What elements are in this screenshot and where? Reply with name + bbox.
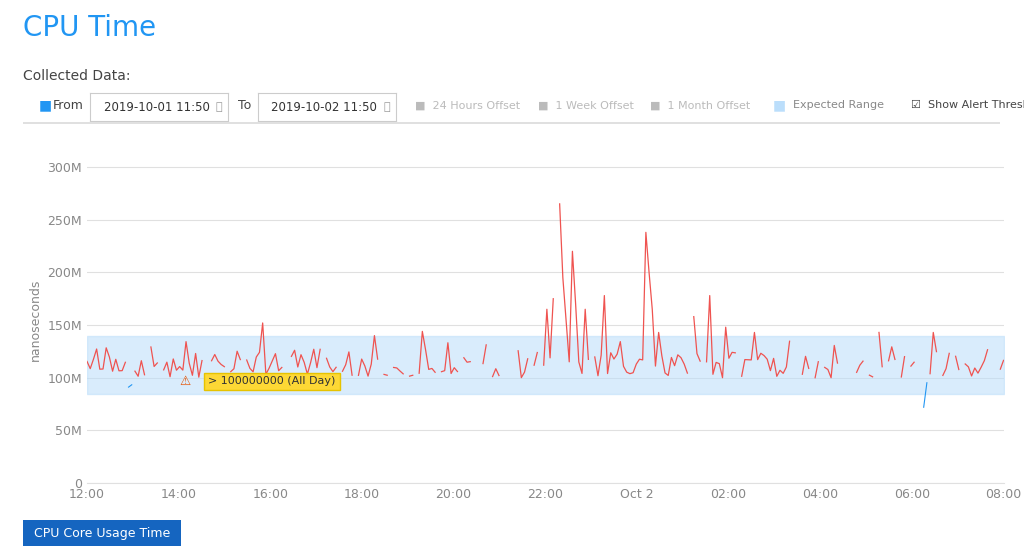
Text: ■  24 Hours Offset: ■ 24 Hours Offset xyxy=(415,100,520,110)
Text: CPU Time: CPU Time xyxy=(23,14,156,42)
Text: 📅: 📅 xyxy=(215,102,222,112)
Text: ⚠: ⚠ xyxy=(179,375,190,388)
Text: 📅: 📅 xyxy=(383,102,390,112)
Text: ■: ■ xyxy=(773,98,786,113)
Text: > 100000000 (All Day): > 100000000 (All Day) xyxy=(209,377,336,386)
Text: ■: ■ xyxy=(39,98,52,113)
Text: ■  1 Month Offset: ■ 1 Month Offset xyxy=(650,100,751,110)
Text: Collected Data:: Collected Data: xyxy=(23,69,130,83)
Y-axis label: nanoseconds: nanoseconds xyxy=(29,278,42,361)
Text: 2019-10-01 11:50: 2019-10-01 11:50 xyxy=(103,100,209,114)
Text: Expected Range: Expected Range xyxy=(786,100,885,110)
Text: 2019-10-02 11:50: 2019-10-02 11:50 xyxy=(271,100,377,114)
Text: From: From xyxy=(53,99,84,112)
Text: To: To xyxy=(238,99,251,112)
Text: ■  1 Week Offset: ■ 1 Week Offset xyxy=(538,100,634,110)
Text: ☑  Show Alert Threshold: ☑ Show Alert Threshold xyxy=(911,100,1024,110)
Text: CPU Core Usage Time: CPU Core Usage Time xyxy=(34,526,170,540)
